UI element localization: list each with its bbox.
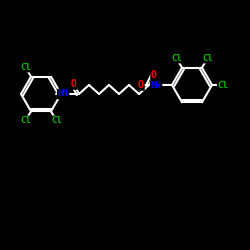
Text: Cl: Cl (51, 116, 62, 125)
Text: HN: HN (150, 80, 162, 90)
Text: Cl: Cl (20, 116, 31, 125)
Text: Cl: Cl (20, 63, 31, 72)
Text: Cl: Cl (218, 80, 228, 90)
Text: O: O (138, 80, 144, 90)
Text: Cl: Cl (171, 54, 182, 63)
Text: O: O (71, 79, 77, 89)
Text: HN: HN (58, 90, 68, 98)
Text: Cl: Cl (202, 54, 213, 63)
Text: O: O (151, 70, 157, 80)
